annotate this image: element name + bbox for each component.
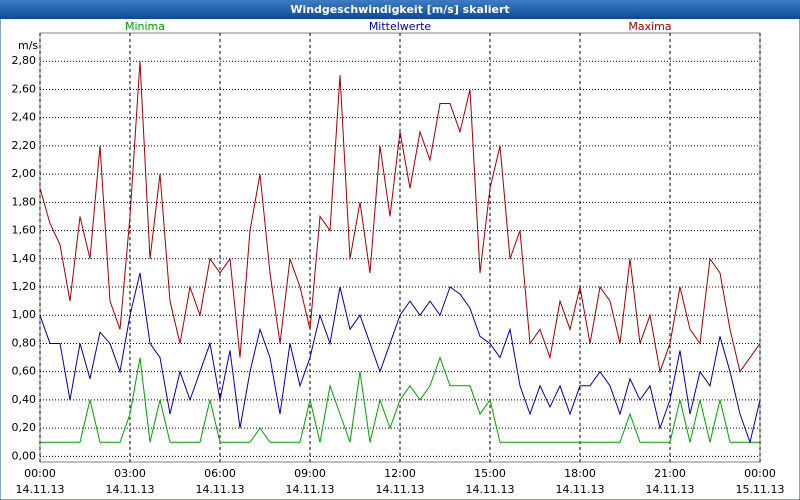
x-tick-date: 14.11.13: [196, 483, 245, 496]
y-tick-label: 0,40: [12, 393, 37, 406]
y-tick-label: 0,00: [12, 449, 37, 462]
y-tick-label: 0,80: [12, 336, 37, 349]
x-tick-date: 14.11.13: [646, 483, 695, 496]
x-tick-label: 18:00: [564, 467, 596, 480]
x-tick-date: 14.11.13: [16, 483, 65, 496]
series-line: [39, 61, 761, 374]
y-tick-label: 0,20: [12, 421, 37, 434]
x-tick-label: 00:00: [24, 467, 56, 480]
x-tick-date: 14.11.13: [376, 483, 425, 496]
series-line: [40, 356, 760, 443]
y-tick-label: 2,40: [12, 111, 37, 124]
y-tick-label: 2,80: [12, 54, 37, 67]
x-tick-label: 12:00: [384, 467, 416, 480]
y-tick-label: 1,60: [12, 224, 37, 237]
y-tick-label: 1,20: [12, 280, 37, 293]
y-tick-label: 1,40: [12, 252, 37, 265]
y-tick-label: 2,60: [12, 82, 37, 95]
y-axis-label: m/s: [18, 39, 38, 52]
legend-entry: Minima: [125, 20, 165, 33]
title-bar: [0, 0, 800, 19]
y-tick-label: 1,00: [12, 308, 37, 321]
legend-entry: Mittelwerte: [369, 20, 432, 33]
x-tick-label: 21:00: [654, 467, 686, 480]
series-line: [39, 272, 761, 445]
y-tick-label: 0,60: [12, 365, 37, 378]
x-tick-label: 09:00: [294, 467, 326, 480]
y-tick-label: 2,20: [12, 139, 37, 152]
x-tick-label: 15:00: [474, 467, 506, 480]
x-tick-date: 14.11.13: [556, 483, 605, 496]
y-tick-label: 1,80: [12, 195, 37, 208]
x-tick-date: 15.11.13: [736, 483, 785, 496]
x-tick-label: 06:00: [204, 467, 236, 480]
chart-title: Windgeschwindigkeit [m/s] skaliert: [290, 3, 509, 16]
x-tick-label: 03:00: [114, 467, 146, 480]
x-tick-date: 14.11.13: [286, 483, 335, 496]
x-tick-date: 14.11.13: [466, 483, 515, 496]
y-tick-label: 2,00: [12, 167, 37, 180]
x-tick-date: 14.11.13: [106, 483, 155, 496]
legend-entry: Maxima: [628, 20, 671, 33]
x-tick-label: 00:00: [744, 467, 776, 480]
